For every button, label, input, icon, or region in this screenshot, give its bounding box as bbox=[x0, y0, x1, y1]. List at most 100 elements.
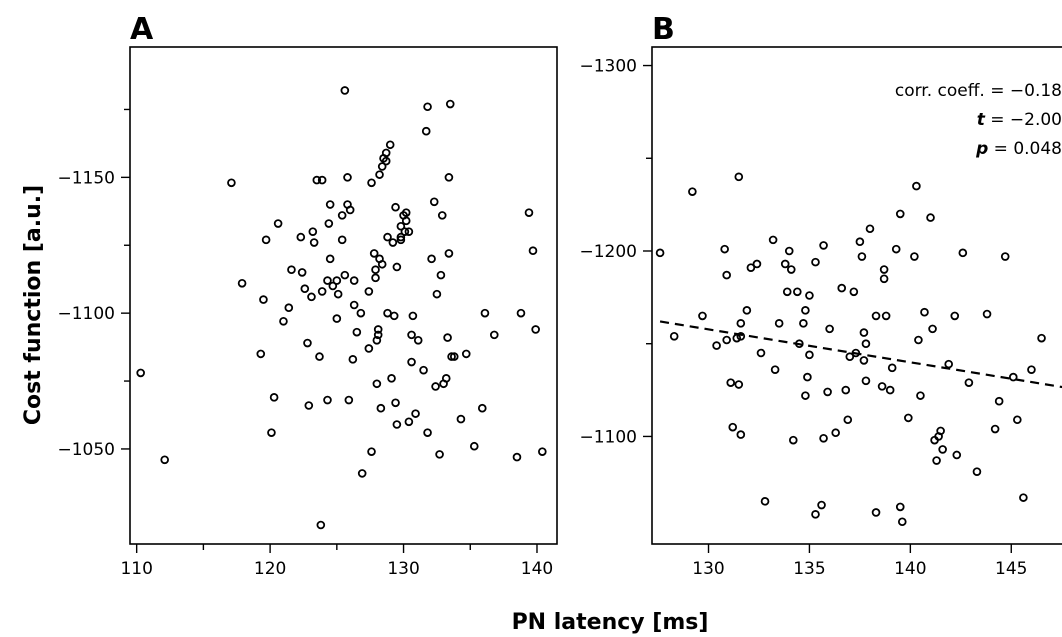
data-point bbox=[879, 274, 889, 284]
data-point bbox=[317, 287, 327, 296]
data-point bbox=[801, 391, 810, 400]
x-tick-label: 120 bbox=[254, 559, 286, 579]
data-point bbox=[736, 331, 746, 341]
data-point bbox=[388, 238, 398, 247]
data-point bbox=[916, 391, 925, 400]
data-point bbox=[259, 295, 268, 304]
panel-b-regression-line bbox=[659, 320, 1062, 389]
x-axis-title: PN latency [ms] bbox=[512, 610, 709, 635]
data-point bbox=[865, 224, 875, 234]
data-point bbox=[752, 259, 762, 269]
data-point bbox=[315, 352, 324, 361]
data-point bbox=[879, 265, 889, 274]
data-point bbox=[436, 270, 446, 280]
data-point bbox=[376, 403, 386, 413]
data-point bbox=[377, 162, 387, 171]
data-point bbox=[435, 450, 444, 459]
panel-b-plot-frame bbox=[651, 46, 1062, 545]
data-point bbox=[734, 172, 744, 182]
annotation-p: p = 0.048 bbox=[975, 139, 1062, 159]
x-tick-label: 110 bbox=[120, 559, 152, 579]
data-point bbox=[720, 244, 729, 254]
data-point bbox=[746, 263, 756, 272]
data-point bbox=[819, 433, 828, 443]
data-point bbox=[340, 270, 350, 280]
data-point bbox=[964, 378, 974, 387]
data-point bbox=[698, 311, 707, 321]
data-point bbox=[396, 221, 406, 231]
data-point bbox=[349, 276, 359, 285]
data-point bbox=[421, 126, 431, 136]
data-point bbox=[396, 235, 406, 245]
data-point bbox=[795, 339, 804, 349]
data-point bbox=[312, 175, 322, 185]
data-point bbox=[516, 308, 526, 318]
data-point bbox=[325, 254, 335, 264]
data-point bbox=[958, 248, 968, 258]
data-point bbox=[782, 287, 792, 297]
data-point bbox=[431, 382, 440, 391]
data-point bbox=[333, 289, 343, 299]
data-point bbox=[910, 252, 919, 261]
data-point bbox=[736, 430, 746, 439]
data-point bbox=[356, 308, 366, 318]
data-point bbox=[391, 398, 400, 408]
data-point bbox=[444, 249, 454, 258]
data-point bbox=[372, 379, 382, 389]
data-point bbox=[801, 306, 810, 315]
data-point bbox=[408, 311, 418, 321]
data-point bbox=[324, 219, 334, 228]
data-point bbox=[400, 227, 410, 236]
data-point bbox=[891, 244, 901, 254]
data-point bbox=[774, 319, 784, 328]
data-point bbox=[861, 339, 871, 349]
data-point bbox=[284, 303, 294, 313]
y-tick-label: −1100 bbox=[579, 427, 637, 447]
data-point bbox=[1019, 493, 1028, 502]
data-point bbox=[441, 374, 451, 383]
data-point bbox=[1037, 333, 1046, 343]
data-point bbox=[432, 289, 442, 299]
data-point bbox=[469, 441, 479, 451]
data-point bbox=[449, 352, 459, 361]
data-point bbox=[877, 382, 887, 391]
data-point bbox=[811, 510, 820, 519]
data-point bbox=[411, 409, 420, 418]
data-point bbox=[928, 324, 937, 334]
data-point bbox=[859, 356, 869, 365]
data-point bbox=[237, 278, 247, 288]
data-point bbox=[413, 336, 423, 345]
panel-b-label: B bbox=[652, 12, 675, 47]
annotation-corr: corr. coeff. = −0.18 bbox=[895, 81, 1062, 101]
data-point bbox=[316, 520, 326, 530]
data-point bbox=[914, 335, 923, 345]
panel-b-points bbox=[655, 172, 1046, 527]
annotation-corr-value: = −0.18 bbox=[990, 81, 1062, 101]
data-point bbox=[348, 355, 358, 364]
data-point bbox=[308, 227, 318, 236]
data-point bbox=[369, 249, 379, 258]
annotation-t-label: t bbox=[977, 110, 986, 130]
data-point bbox=[297, 268, 307, 277]
y-tick-label: −1300 bbox=[579, 57, 637, 77]
data-point bbox=[136, 368, 145, 378]
data-point bbox=[728, 422, 738, 432]
data-point bbox=[407, 357, 416, 367]
data-point bbox=[912, 181, 921, 191]
data-point bbox=[538, 447, 547, 456]
y-tick-label: −1100 bbox=[57, 304, 115, 324]
data-point bbox=[1000, 252, 1010, 261]
data-point bbox=[861, 376, 871, 386]
data-point bbox=[811, 257, 820, 267]
data-point bbox=[786, 265, 796, 274]
data-point bbox=[273, 219, 283, 228]
data-point bbox=[444, 173, 454, 182]
data-point bbox=[419, 365, 428, 375]
panel-a-label: A bbox=[130, 12, 154, 47]
data-point bbox=[851, 348, 861, 358]
data-point bbox=[328, 281, 338, 291]
data-point bbox=[871, 311, 881, 321]
data-point bbox=[371, 265, 380, 274]
data-point bbox=[367, 447, 376, 456]
